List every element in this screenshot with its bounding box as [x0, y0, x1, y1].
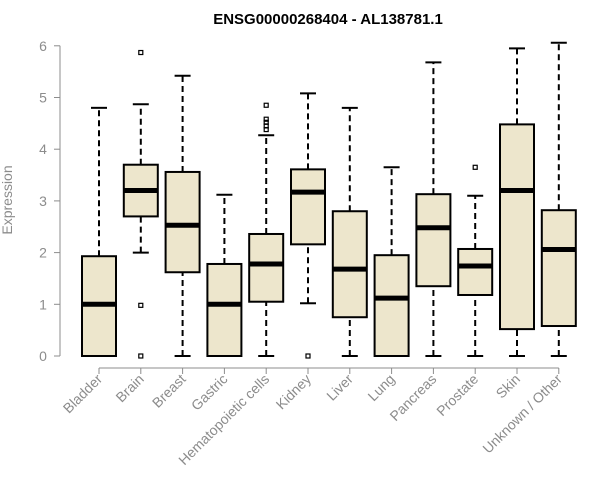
- x-category-label: Prostate: [433, 371, 481, 419]
- outlier-point: [305, 353, 311, 359]
- box-group: [122, 49, 159, 359]
- box-group: [331, 106, 368, 357]
- y-tick-label: 1: [39, 296, 47, 312]
- outlier-point: [263, 116, 269, 122]
- box-iqr: [373, 254, 410, 357]
- box-iqr: [499, 123, 535, 331]
- y-axis-label: Expression: [0, 165, 15, 234]
- box-iqr: [290, 168, 326, 246]
- box-group: [290, 92, 326, 359]
- x-category-label: Skin: [493, 371, 524, 402]
- x-category-label: Kidney: [273, 371, 315, 413]
- x-category-label: Bladder: [60, 371, 106, 417]
- box-group: [373, 166, 410, 357]
- outlier-point: [263, 119, 269, 125]
- y-tick-label: 4: [39, 141, 47, 157]
- box-group: [206, 193, 243, 357]
- outlier-point: [263, 102, 269, 108]
- outlier-point: [138, 353, 144, 359]
- box-iqr: [206, 262, 243, 357]
- box-group: [164, 74, 201, 357]
- box-group: [81, 106, 117, 357]
- x-category-label: Unknown / Other: [479, 371, 565, 457]
- box-group: [248, 102, 285, 357]
- x-category-label: Liver: [323, 371, 356, 404]
- x-category-label: Breast: [149, 371, 189, 411]
- outlier-point: [138, 302, 144, 308]
- box-group: [540, 41, 577, 357]
- box-group: [415, 61, 452, 357]
- outlier-point: [472, 164, 478, 170]
- y-tick-label: 2: [39, 245, 47, 261]
- box-iqr: [415, 193, 452, 288]
- chart-title: ENSG00000268404 - AL138781.1: [213, 11, 443, 28]
- x-category-label: Brain: [112, 371, 146, 405]
- box-iqr: [164, 170, 201, 274]
- plot-area: [81, 41, 577, 359]
- x-category-label: Lung: [364, 371, 397, 404]
- box-iqr: [248, 232, 285, 303]
- y-tick-label: 5: [39, 90, 47, 106]
- y-tick-label: 0: [39, 348, 47, 364]
- box-iqr: [540, 209, 577, 328]
- outlier-point: [138, 49, 144, 56]
- y-tick-label: 6: [39, 38, 47, 54]
- box-iqr: [457, 247, 494, 296]
- y-axis: 0 1 2 3 4 5 6: [39, 38, 61, 364]
- box-group: [499, 47, 535, 357]
- y-tick-label: 3: [39, 193, 47, 209]
- box-iqr: [331, 210, 368, 319]
- box-group: [457, 164, 494, 357]
